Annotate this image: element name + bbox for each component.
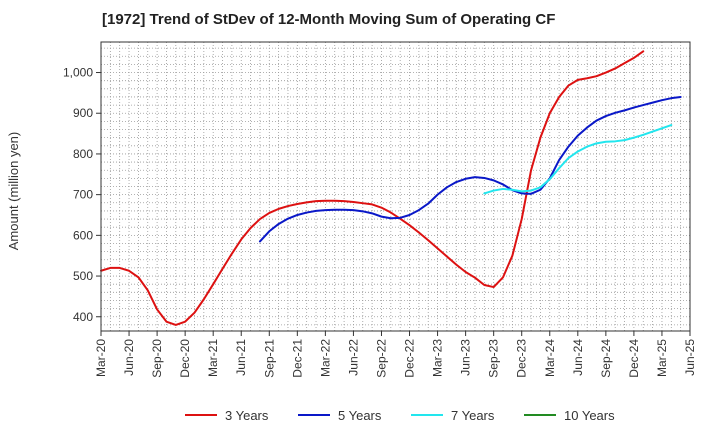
legend: 3 Years 5 Years 7 Years 10 Years bbox=[185, 408, 615, 423]
y-tick-label: 500 bbox=[73, 269, 93, 283]
y-tick-label: 1,000 bbox=[63, 66, 93, 80]
y-tick-label: 800 bbox=[73, 147, 93, 161]
series-line-3 bbox=[483, 124, 673, 195]
x-tick-label: Jun-21 bbox=[234, 339, 248, 376]
x-tick-label: Jun-20 bbox=[122, 339, 136, 376]
x-tick-label: Mar-24 bbox=[543, 339, 557, 377]
y-tick-label: 900 bbox=[73, 106, 93, 120]
series-line-1 bbox=[100, 50, 645, 326]
legend-item-1: 3 Years bbox=[185, 408, 269, 423]
legend-item-2: 5 Years bbox=[298, 408, 382, 423]
x-tick-label: Dec-24 bbox=[627, 339, 641, 378]
x-tick-label: Jun-24 bbox=[571, 339, 585, 376]
x-tick-label: Dec-23 bbox=[515, 339, 529, 378]
x-tick-label: Jun-22 bbox=[346, 339, 360, 376]
x-tick-label: Dec-20 bbox=[178, 339, 192, 378]
plot-border bbox=[100, 41, 691, 332]
x-tick-label: Mar-20 bbox=[94, 339, 108, 377]
x-tick-label: Mar-22 bbox=[318, 339, 332, 377]
x-tick-label: Sep-24 bbox=[599, 339, 613, 378]
series-line-2 bbox=[258, 95, 682, 243]
x-tick-label: Jun-25 bbox=[683, 339, 697, 376]
x-tick-label: Mar-23 bbox=[431, 339, 445, 377]
grid-lines bbox=[100, 42, 691, 331]
y-tick-label: 700 bbox=[73, 188, 93, 202]
series-lines bbox=[100, 50, 682, 326]
legend-item-4: 10 Years bbox=[524, 408, 615, 423]
y-axis-label: Amount (million yen) bbox=[6, 132, 21, 251]
chart-title: [1972] Trend of StDev of 12-Month Moving… bbox=[102, 11, 555, 28]
x-tick-label: Sep-20 bbox=[150, 339, 164, 378]
y-axis-ticks: 400 500 600 700 800 900 1,000 bbox=[63, 66, 101, 324]
x-tick-label: Dec-21 bbox=[290, 339, 304, 378]
x-tick-label: Jun-23 bbox=[459, 339, 473, 376]
y-tick-label: 400 bbox=[73, 310, 93, 324]
legend-label: 3 Years bbox=[225, 408, 269, 423]
x-axis-ticks: Mar-20 Jun-20 Sep-20 Dec-20 Mar-21 Jun-21 Sep-… bbox=[94, 331, 697, 378]
legend-label: 10 Years bbox=[564, 408, 615, 423]
y-tick-label: 600 bbox=[73, 228, 93, 242]
x-tick-label: Mar-25 bbox=[655, 339, 669, 377]
x-tick-label: Dec-22 bbox=[403, 339, 417, 378]
x-tick-label: Sep-21 bbox=[262, 339, 276, 378]
legend-label: 7 Years bbox=[451, 408, 495, 423]
x-tick-label: Mar-21 bbox=[206, 339, 220, 377]
legend-item-3: 7 Years bbox=[411, 408, 495, 423]
x-tick-label: Sep-22 bbox=[374, 339, 388, 378]
x-tick-label: Sep-23 bbox=[487, 339, 501, 378]
legend-label: 5 Years bbox=[338, 408, 382, 423]
